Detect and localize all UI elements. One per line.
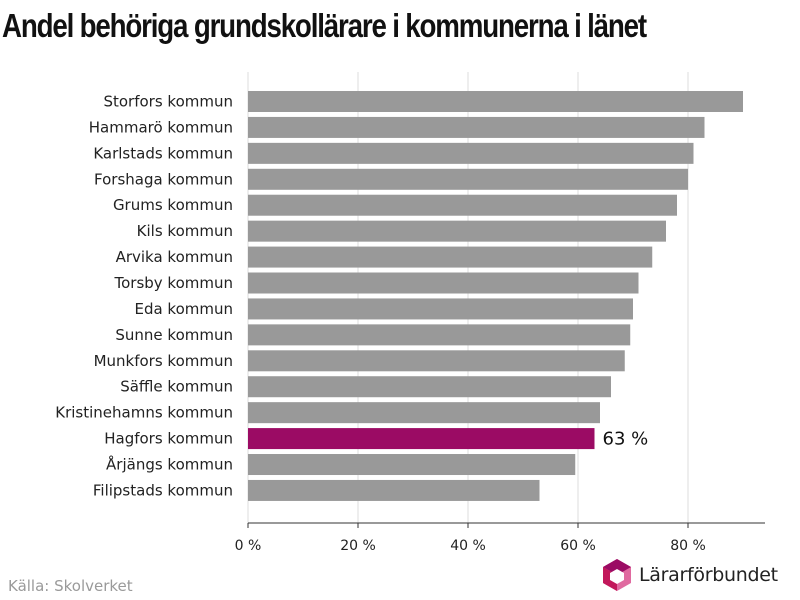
bar-highlighted bbox=[248, 428, 595, 450]
bar bbox=[248, 168, 688, 190]
bar bbox=[248, 246, 653, 268]
x-axis: 0 % 20 % 40 % 60 % 80 % bbox=[235, 522, 765, 554]
x-tick-label: 80 % bbox=[670, 538, 706, 554]
publisher-name: Lärarförbundet bbox=[639, 564, 778, 586]
lararforbundet-logo-icon bbox=[603, 559, 631, 591]
category-label: Munkfors kommun bbox=[94, 352, 233, 370]
category-label: Eda kommun bbox=[134, 300, 233, 318]
category-label: Arvika kommun bbox=[116, 248, 233, 266]
x-tick-label: 40 % bbox=[450, 538, 486, 554]
source-note: Källa: Skolverket bbox=[8, 577, 133, 595]
bar bbox=[248, 220, 666, 242]
bar-chart: 0 % 20 % 40 % 60 % 80 % Storfors kommun Hamma… bbox=[55, 72, 765, 554]
bar bbox=[248, 116, 705, 138]
category-label: Karlstads kommun bbox=[93, 144, 233, 162]
category-label: Torsby kommun bbox=[113, 274, 233, 292]
category-label: Årjängs kommun bbox=[106, 455, 233, 474]
category-label: Forshaga kommun bbox=[94, 170, 233, 188]
x-tick-label: 0 % bbox=[235, 538, 262, 554]
x-tick-label: 60 % bbox=[560, 538, 596, 554]
category-label: Säffle kommun bbox=[120, 378, 233, 396]
bar bbox=[248, 298, 633, 320]
bar bbox=[248, 350, 625, 372]
x-tick-label: 20 % bbox=[340, 538, 376, 554]
category-label: Grums kommun bbox=[113, 196, 233, 214]
bar bbox=[248, 142, 694, 164]
category-label: Filipstads kommun bbox=[93, 481, 233, 499]
bar bbox=[248, 402, 600, 424]
bar bbox=[248, 376, 611, 398]
category-label: Kils kommun bbox=[137, 222, 233, 240]
bars bbox=[248, 91, 743, 501]
bar bbox=[248, 324, 631, 346]
bar bbox=[248, 194, 677, 216]
bar bbox=[248, 454, 576, 476]
chart-title: Andel behöriga grundskollärare i kommune… bbox=[2, 7, 647, 44]
bar bbox=[248, 272, 639, 294]
category-label: Hammarö kommun bbox=[89, 118, 233, 136]
bar bbox=[248, 91, 743, 112]
category-label: Sunne kommun bbox=[115, 326, 233, 344]
category-labels: Storfors kommun Hammarö kommun Karlstads k… bbox=[55, 93, 648, 500]
category-label: Kristinehamns kommun bbox=[55, 404, 233, 422]
category-label: Hagfors kommun bbox=[104, 430, 233, 448]
category-label: Storfors kommun bbox=[103, 93, 233, 111]
publisher-logo: Lärarförbundet bbox=[600, 557, 778, 593]
data-label: 63 % bbox=[603, 429, 649, 450]
bar bbox=[248, 479, 540, 501]
